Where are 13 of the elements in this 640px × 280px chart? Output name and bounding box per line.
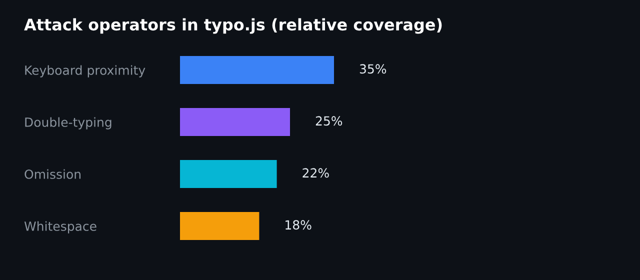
bar: [180, 56, 334, 84]
y-tick-label: Whitespace: [24, 221, 96, 234]
y-tick-label: Double-typing: [25, 117, 112, 130]
data-label: 35%: [360, 64, 386, 74]
data-label: 25%: [316, 116, 342, 126]
bar: [180, 212, 260, 240]
bar: [180, 108, 290, 136]
chart-title: Attack operators in typo.js (relative coverage): [24, 18, 442, 34]
y-tick-label: Keyboard proximity: [25, 65, 146, 78]
bar: [180, 160, 277, 188]
data-label: 18%: [286, 220, 312, 230]
y-tick-label: Omission: [24, 169, 80, 179]
data-label: 22%: [302, 168, 329, 178]
